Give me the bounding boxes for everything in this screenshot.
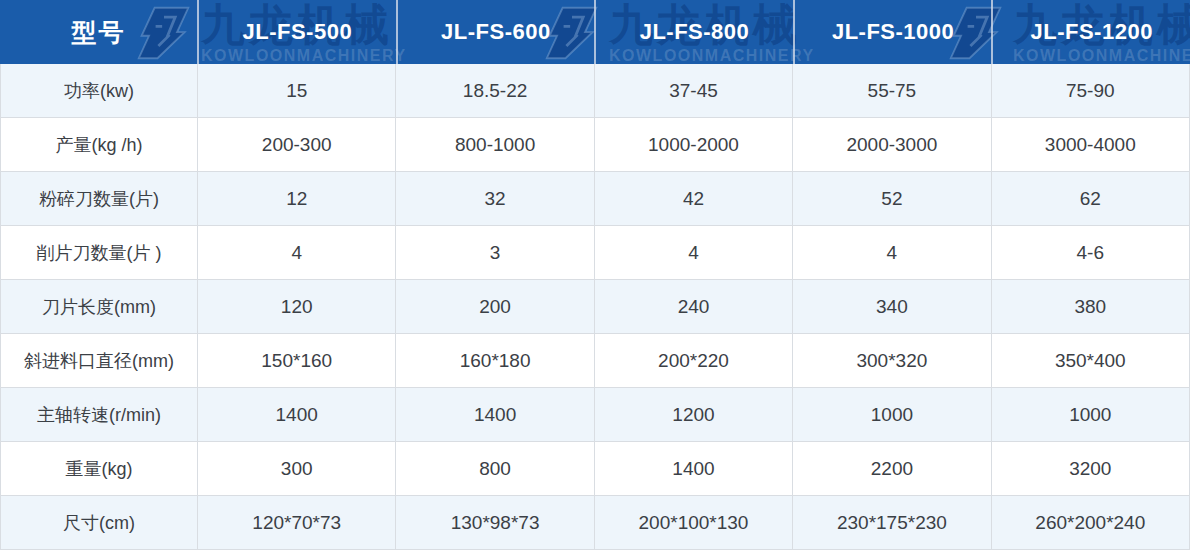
- spec-value: 230*175*230: [792, 496, 990, 549]
- row-label: 产量(kg /h): [1, 118, 197, 171]
- table-row-crushing-blades: 粉碎刀数量(片) 12 32 42 52 62: [1, 172, 1189, 226]
- table-row-capacity: 产量(kg /h) 200-300 800-1000 1000-2000 200…: [1, 118, 1189, 172]
- spec-value: 4: [792, 226, 990, 279]
- table-row-chipping-blades: 削片刀数量(片 ) 4 3 4 4 4-6: [1, 226, 1189, 280]
- spec-value: 200*220: [594, 334, 792, 387]
- spec-value: 120: [197, 280, 395, 333]
- table-row-inlet-diameter: 斜进料口直径(mm) 150*160 160*180 200*220 300*3…: [1, 334, 1189, 388]
- header-model-jl-fs-1000: JL-FS-1000: [793, 0, 992, 64]
- header-model-label: 型号: [0, 0, 197, 64]
- header-model-jl-fs-800: JL-FS-800: [594, 0, 793, 64]
- spec-value: 2200: [792, 442, 990, 495]
- spec-value: 4: [594, 226, 792, 279]
- spec-value: 52: [792, 172, 990, 225]
- spec-value: 200-300: [197, 118, 395, 171]
- spec-value: 3000-4000: [991, 118, 1189, 171]
- spec-value: 37-45: [594, 64, 792, 117]
- spec-value: 200*100*130: [594, 496, 792, 549]
- spec-value: 1000: [991, 388, 1189, 441]
- spec-value: 15: [197, 64, 395, 117]
- table-row-power: 功率(kw) 15 18.5-22 37-45 55-75 75-90: [1, 64, 1189, 118]
- spec-value: 32: [395, 172, 593, 225]
- spec-value: 240: [594, 280, 792, 333]
- spec-value: 350*400: [991, 334, 1189, 387]
- spec-value: 3: [395, 226, 593, 279]
- row-label: 斜进料口直径(mm): [1, 334, 197, 387]
- spec-value: 1400: [197, 388, 395, 441]
- spec-value: 800-1000: [395, 118, 593, 171]
- spec-value: 1400: [594, 442, 792, 495]
- spec-value: 1000-2000: [594, 118, 792, 171]
- header-model-jl-fs-500: JL-FS-500: [197, 0, 396, 64]
- table-body: 功率(kw) 15 18.5-22 37-45 55-75 75-90 产量(k…: [0, 64, 1190, 550]
- spec-value: 300: [197, 442, 395, 495]
- spec-value: 18.5-22: [395, 64, 593, 117]
- spec-value: 120*70*73: [197, 496, 395, 549]
- spec-value: 150*160: [197, 334, 395, 387]
- spec-value: 200: [395, 280, 593, 333]
- table-row-dimensions: 尺寸(cm) 120*70*73 130*98*73 200*100*130 2…: [1, 496, 1189, 550]
- row-label: 主轴转速(r/min): [1, 388, 197, 441]
- row-label: 削片刀数量(片 ): [1, 226, 197, 279]
- spec-value: 260*200*240: [991, 496, 1189, 549]
- table-header-row: 九龙机械 KOWLOONMACHINERY 九龙机械 KOWLOONMACHIN…: [0, 0, 1190, 64]
- spec-value: 4: [197, 226, 395, 279]
- spec-value: 2000-3000: [792, 118, 990, 171]
- spec-value: 55-75: [792, 64, 990, 117]
- spec-value: 800: [395, 442, 593, 495]
- header-model-jl-fs-1200: JL-FS-1200: [991, 0, 1190, 64]
- row-label: 刀片长度(mm): [1, 280, 197, 333]
- spec-value: 4-6: [991, 226, 1189, 279]
- spec-value: 1200: [594, 388, 792, 441]
- spec-value: 380: [991, 280, 1189, 333]
- spec-value: 75-90: [991, 64, 1189, 117]
- spec-value: 1000: [792, 388, 990, 441]
- spec-value: 62: [991, 172, 1189, 225]
- table-row-spindle-speed: 主轴转速(r/min) 1400 1400 1200 1000 1000: [1, 388, 1189, 442]
- spec-value: 300*320: [792, 334, 990, 387]
- row-label: 尺寸(cm): [1, 496, 197, 549]
- spec-value: 12: [197, 172, 395, 225]
- header-model-jl-fs-600: JL-FS-600: [396, 0, 595, 64]
- spec-value: 3200: [991, 442, 1189, 495]
- spec-table: 九龙机械 KOWLOONMACHINERY 九龙机械 KOWLOONMACHIN…: [0, 0, 1190, 550]
- spec-value: 42: [594, 172, 792, 225]
- row-label: 重量(kg): [1, 442, 197, 495]
- spec-value: 130*98*73: [395, 496, 593, 549]
- row-label: 功率(kw): [1, 64, 197, 117]
- spec-value: 1400: [395, 388, 593, 441]
- table-row-blade-length: 刀片长度(mm) 120 200 240 340 380: [1, 280, 1189, 334]
- spec-value: 340: [792, 280, 990, 333]
- row-label: 粉碎刀数量(片): [1, 172, 197, 225]
- spec-value: 160*180: [395, 334, 593, 387]
- table-row-weight: 重量(kg) 300 800 1400 2200 3200: [1, 442, 1189, 496]
